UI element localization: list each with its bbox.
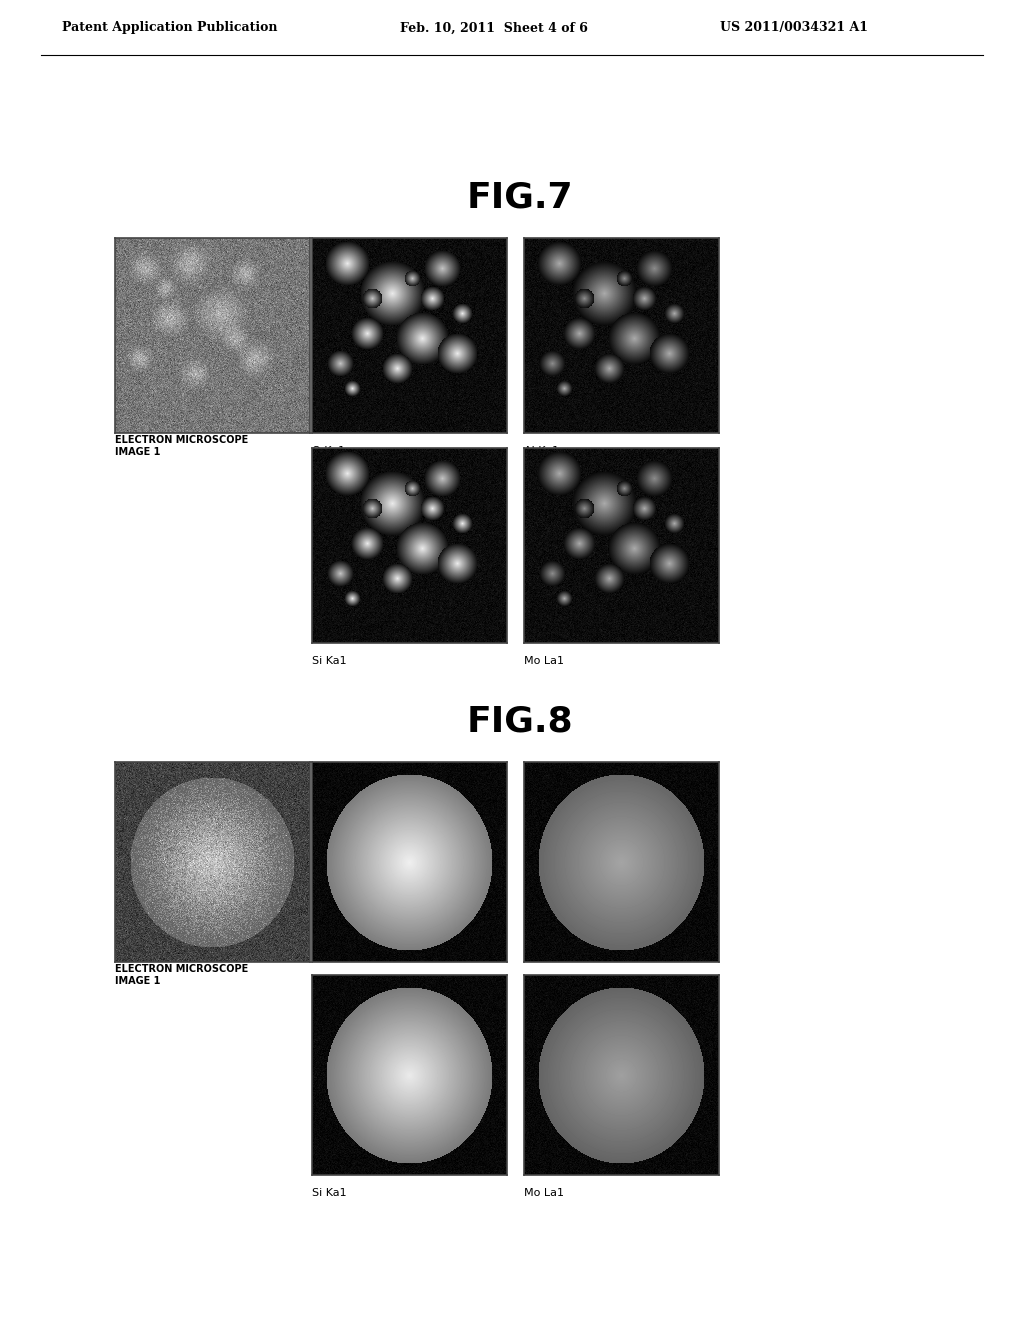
Text: O Ka1: O Ka1 — [312, 446, 345, 455]
Text: Si Ka1: Si Ka1 — [312, 656, 347, 667]
Text: US 2011/0034321 A1: US 2011/0034321 A1 — [720, 21, 868, 34]
Text: ELECTRON MICROSCOPE
IMAGE 1: ELECTRON MICROSCOPE IMAGE 1 — [115, 436, 248, 457]
Text: Al Ka1: Al Ka1 — [524, 446, 559, 455]
Text: Patent Application Publication: Patent Application Publication — [62, 21, 278, 34]
Text: Si Ka1: Si Ka1 — [312, 1188, 347, 1199]
Text: Mo La1: Mo La1 — [524, 656, 564, 667]
Text: FIG.7: FIG.7 — [467, 181, 573, 215]
Text: O Ka1: O Ka1 — [312, 975, 345, 985]
Text: Mo La1: Mo La1 — [524, 1188, 564, 1199]
Text: ELECTRON MICROSCOPE
IMAGE 1: ELECTRON MICROSCOPE IMAGE 1 — [115, 964, 248, 986]
Text: Feb. 10, 2011  Sheet 4 of 6: Feb. 10, 2011 Sheet 4 of 6 — [400, 21, 588, 34]
Text: Al Ka1: Al Ka1 — [524, 975, 559, 985]
Text: FIG.8: FIG.8 — [467, 705, 573, 739]
